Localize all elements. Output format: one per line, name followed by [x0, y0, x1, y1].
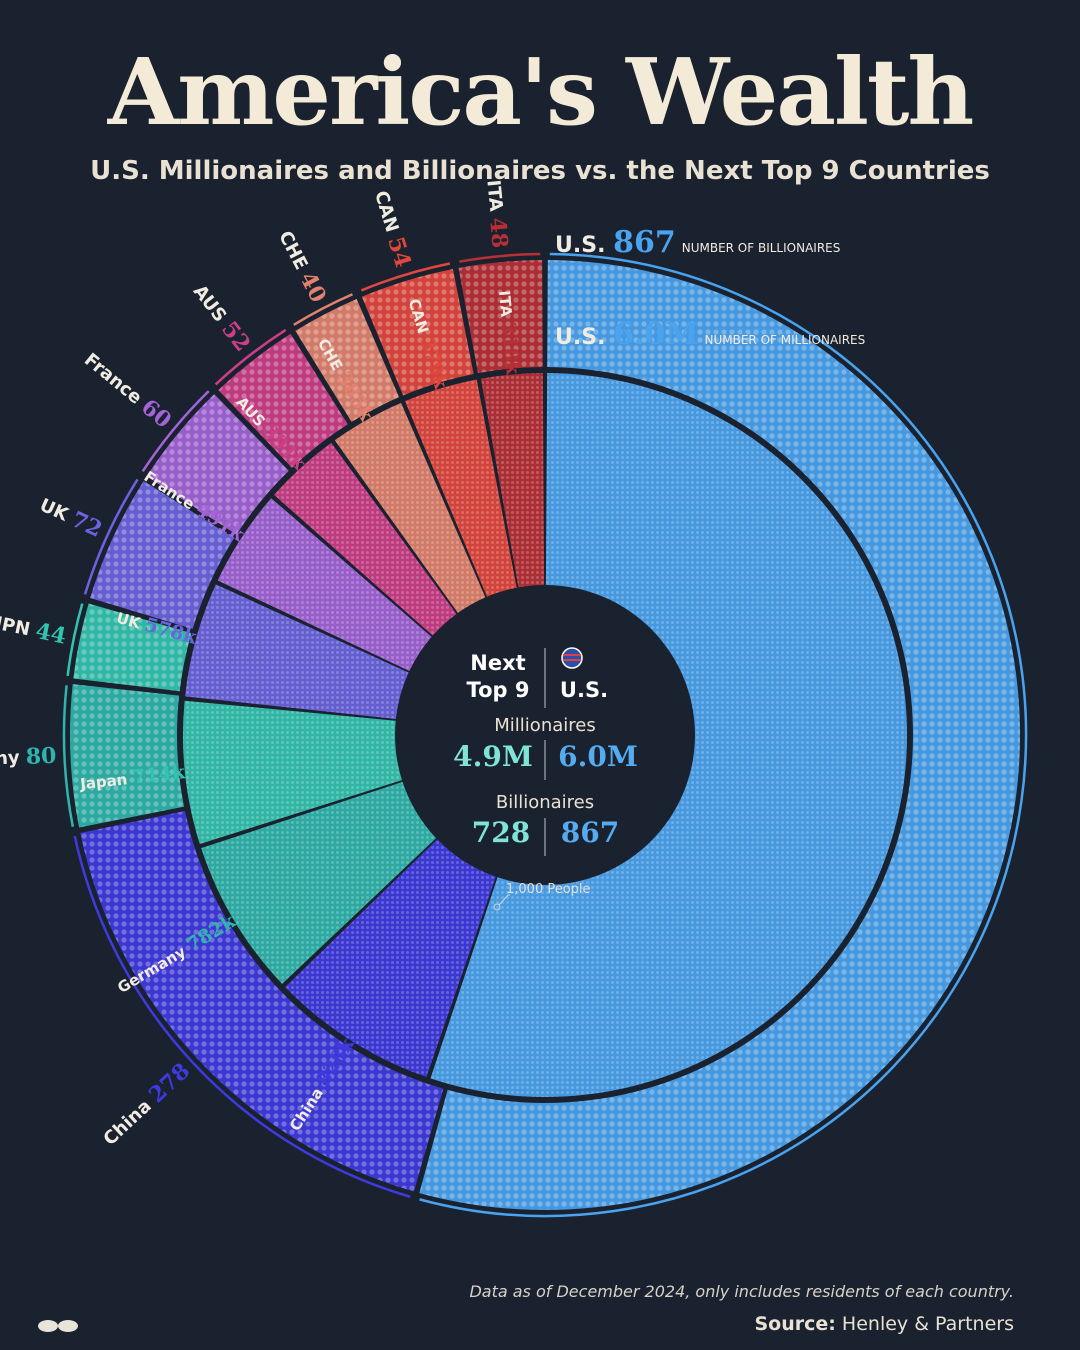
billionaires-arc-germany [62, 685, 75, 827]
billionaires-arc-uk [83, 478, 139, 595]
center-next-label: Next [470, 651, 525, 675]
millionaires-label-ita-category: ITA [496, 290, 517, 323]
billionaires-label-ita: ITA 48 [480, 179, 512, 250]
billionaires-label-germany-category: Germany [0, 747, 26, 772]
billionaires-label-us-category: U.S. [555, 233, 613, 258]
billionaires-dots-jpn [73, 603, 192, 692]
millionaires-dots-japan [183, 700, 402, 845]
billionaires-label-germany-value: 80 [25, 743, 57, 770]
center-summary: Next Top 9 U.S. Millionaires 4.9M 6.0M B… [453, 647, 638, 911]
billionaires-arc-jpn [66, 603, 84, 677]
millionaires-dots-u-s [430, 373, 907, 1097]
billionaires-label-us-value: 867 [613, 225, 676, 260]
footnote: Data as of December 2024, only includes … [469, 1282, 1014, 1301]
billionaires-arc-france [141, 390, 210, 472]
millionaires-dots-france [217, 498, 432, 671]
millionaires-dots-can [405, 379, 517, 597]
billionaires-label-jpn: JPN 44 [0, 610, 69, 650]
billionaires-label-china-category: China [99, 1091, 160, 1150]
millionaires-dots-germany [201, 781, 437, 984]
billionaires-label-che: CHE 40 [272, 226, 331, 307]
billionaires-label-jpn-category: JPN [0, 612, 38, 641]
billionaires-dots-china [80, 810, 444, 1192]
billionaires-label-can: CAN 54 [368, 187, 416, 270]
billionaires-dots-germany [70, 684, 185, 828]
millionaires-us-value: 6.0M [558, 740, 638, 773]
billionaires-arc-ita [459, 252, 541, 263]
billionaires-label-france-category: France [80, 349, 151, 412]
billionaires-label-france: France 60 [79, 347, 176, 434]
millionaires-dots-aus [274, 442, 457, 636]
billionaires-label-china: China 278 [97, 1058, 195, 1152]
millionaires-label-us-value: 6.0M [613, 317, 698, 352]
billionaires-label-ita-category: ITA [482, 179, 506, 219]
millionaires-label-us: U.S. 6.0M NUMBER OF MILLIONAIRES [555, 317, 865, 352]
millionaires-label: Millionaires [494, 715, 595, 736]
billionaires-label-germany: Germany 80 [0, 743, 57, 775]
millionaires-dots-uk [185, 584, 409, 719]
source-label: Source: [754, 1313, 836, 1335]
billionaires-dots-can [361, 269, 474, 396]
billionaires-label-us-caption: NUMBER OF BILLIONAIRES [682, 241, 841, 255]
billionaires-arc-aus [214, 328, 287, 386]
billionaires-arc-che [293, 293, 353, 326]
millionaires-ring [183, 373, 907, 1097]
billionaires-arc-u-s [419, 252, 1028, 1218]
billionaires-label-can-value: 54 [382, 234, 416, 271]
billionaires-label-aus: AUS 52 [187, 279, 255, 356]
billionaires-dots-aus [218, 333, 348, 468]
dot-scale-label: 1,000 People [506, 882, 591, 897]
center-top9-label: Top 9 [467, 678, 530, 702]
millionaires-label-ita: ITA 318k [494, 289, 524, 376]
outer-ring-lines [62, 252, 1028, 1218]
dot-scale-marker [493, 903, 501, 911]
millionaires-label-ita-value: 318k [497, 321, 524, 376]
us-flag-icon [561, 647, 583, 669]
millionaires-dots-ita [480, 373, 545, 588]
millionaires-next9-value: 4.9M [453, 740, 533, 773]
millionaires-dots-china [285, 839, 496, 1078]
billionaires-label: Billionaires [496, 792, 594, 813]
page-subtitle: U.S. Millionaires and Billionaires vs. t… [90, 156, 990, 186]
millionaires-label-us-caption: NUMBER OF MILLIONAIRES [705, 333, 866, 347]
billionaires-label-us: U.S. 867 NUMBER OF BILLIONAIRES [555, 225, 840, 260]
source-value: Henley & Partners [841, 1313, 1014, 1335]
millionaires-dots-che [334, 402, 486, 613]
billionaires-label-uk: UK 72 [36, 492, 106, 543]
billionaires-label-ita-value: 48 [484, 216, 513, 249]
page-title: America's Wealth [107, 38, 975, 146]
center-us-label: U.S. [560, 678, 608, 702]
millionaires-label-us-category: U.S. [555, 325, 613, 350]
billionaires-arc-can [360, 262, 451, 292]
billionaires-dots-france [146, 394, 289, 535]
billionaires-us-value: 867 [561, 816, 619, 849]
millionaires-label-japan-category: Japan [78, 769, 133, 793]
billionaires-dots-uk [90, 480, 235, 629]
billionaires-ring [70, 260, 1021, 1210]
billionaires-label-che-category: CHE [274, 228, 314, 279]
brand-logo-icon [38, 1320, 78, 1332]
billionaires-label-jpn-value: 44 [33, 618, 68, 650]
billionaires-dots-ita [458, 260, 543, 374]
billionaires-dots-u-s [419, 260, 1021, 1210]
billionaires-arc-china [73, 835, 411, 1198]
millionaires-label-japan: Japan 714k [78, 761, 187, 794]
billionaires-dots-che [295, 298, 400, 422]
billionaires-label-can-category: CAN [370, 188, 404, 240]
billionaires-next9-value: 728 [472, 816, 530, 849]
source-line: Source: Henley & Partners [754, 1313, 1014, 1335]
